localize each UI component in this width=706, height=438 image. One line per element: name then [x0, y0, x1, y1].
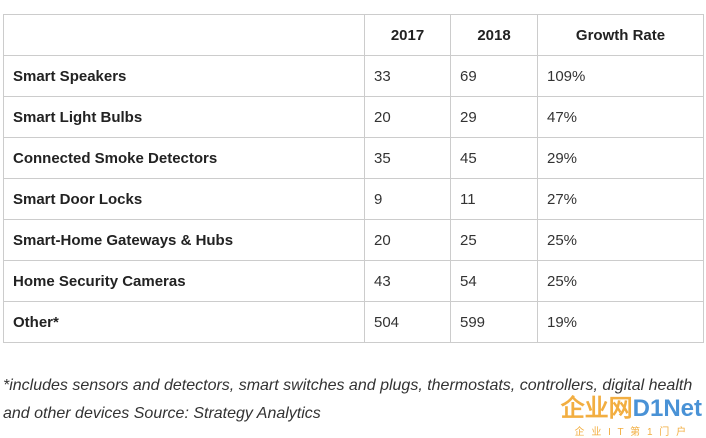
- header-cell: 2018: [450, 14, 538, 56]
- cell: 29: [450, 96, 538, 138]
- cell: 504: [364, 301, 451, 343]
- header-row: 2017 2018 Growth Rate: [3, 14, 704, 56]
- watermark-tagline: 企 业 I T 第 1 门 户: [574, 427, 689, 438]
- row-label: Smart Light Bulbs: [3, 96, 365, 138]
- table-body: Smart Speakers 33 69 109% Smart Light Bulbs 2…: [3, 55, 704, 343]
- cell: 33: [364, 55, 451, 97]
- cell: 54: [450, 260, 538, 302]
- table-row: Other* 504 599 19%: [3, 301, 704, 343]
- row-label: Smart Speakers: [3, 55, 365, 97]
- watermark-brand: 企业网: [560, 395, 633, 422]
- row-label: Other*: [3, 301, 365, 343]
- header-cell: Growth Rate: [537, 14, 704, 56]
- cell: 20: [364, 219, 451, 261]
- cell: 27%: [537, 178, 704, 220]
- cell: 25%: [537, 260, 704, 302]
- table-row: Smart Door Locks 9 11 27%: [3, 178, 704, 220]
- watermark-logo: D1Net: [632, 395, 702, 422]
- row-label: Home Security Cameras: [3, 260, 365, 302]
- cell: 43: [364, 260, 451, 302]
- table-row: Smart-Home Gateways & Hubs 20 25 25%: [3, 219, 704, 261]
- cell: 25: [450, 219, 538, 261]
- header-cell: [3, 14, 365, 56]
- table-row: Smart Light Bulbs 20 29 47%: [3, 96, 704, 138]
- table-row: Connected Smoke Detectors 35 45 29%: [3, 137, 704, 179]
- cell: 599: [450, 301, 538, 343]
- footnote: *includes sensors and detectors, smart s…: [3, 377, 693, 422]
- cell: 19%: [537, 301, 704, 343]
- row-label: Connected Smoke Detectors: [3, 137, 365, 179]
- cell: 35: [364, 137, 451, 179]
- header-cell: 2017: [364, 14, 451, 56]
- cell: 9: [364, 178, 451, 220]
- cell: 11: [450, 178, 538, 220]
- cell: 20: [364, 96, 451, 138]
- cell: 47%: [537, 96, 704, 138]
- table-row: Home Security Cameras 43 54 25%: [3, 260, 704, 302]
- cell: 109%: [537, 55, 704, 97]
- cell: 69: [450, 55, 538, 97]
- watermark: 企业网D1Net 企 业 I T 第 1 门 户: [561, 388, 702, 438]
- row-label: Smart-Home Gateways & Hubs: [3, 219, 365, 261]
- row-label: Smart Door Locks: [3, 178, 365, 220]
- data-table: 2017 2018 Growth Rate Smart Speakers 33 69 10…: [3, 14, 704, 343]
- cell: 45: [450, 137, 538, 179]
- table-row: Smart Speakers 33 69 109%: [3, 55, 704, 97]
- cell: 29%: [537, 137, 704, 179]
- cell: 25%: [537, 219, 704, 261]
